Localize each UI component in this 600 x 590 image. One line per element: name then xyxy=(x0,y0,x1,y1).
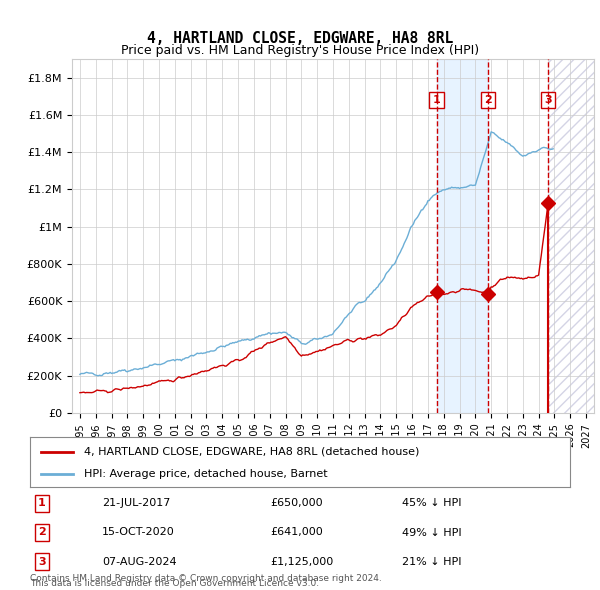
Bar xyxy=(437,59,488,413)
Text: Contains HM Land Registry data © Crown copyright and database right 2024.: Contains HM Land Registry data © Crown c… xyxy=(30,574,382,583)
Text: 21-JUL-2017: 21-JUL-2017 xyxy=(102,498,170,508)
Text: 3: 3 xyxy=(38,557,46,567)
Text: 21% ↓ HPI: 21% ↓ HPI xyxy=(402,557,461,567)
Text: £1,125,000: £1,125,000 xyxy=(270,557,333,567)
Text: 4, HARTLAND CLOSE, EDGWARE, HA8 8RL: 4, HARTLAND CLOSE, EDGWARE, HA8 8RL xyxy=(147,31,453,46)
Text: 07-AUG-2024: 07-AUG-2024 xyxy=(102,557,176,567)
Text: 1: 1 xyxy=(38,498,46,508)
Text: 2: 2 xyxy=(484,95,492,105)
Bar xyxy=(548,59,594,413)
Text: 1: 1 xyxy=(433,95,440,105)
Text: 2: 2 xyxy=(38,527,46,537)
Text: This data is licensed under the Open Government Licence v3.0.: This data is licensed under the Open Gov… xyxy=(30,579,319,588)
Text: 45% ↓ HPI: 45% ↓ HPI xyxy=(402,498,461,508)
Text: 4, HARTLAND CLOSE, EDGWARE, HA8 8RL (detached house): 4, HARTLAND CLOSE, EDGWARE, HA8 8RL (det… xyxy=(84,447,419,457)
Text: 49% ↓ HPI: 49% ↓ HPI xyxy=(402,527,461,537)
Text: 15-OCT-2020: 15-OCT-2020 xyxy=(102,527,175,537)
Text: £650,000: £650,000 xyxy=(270,498,323,508)
Text: Price paid vs. HM Land Registry's House Price Index (HPI): Price paid vs. HM Land Registry's House … xyxy=(121,44,479,57)
Text: HPI: Average price, detached house, Barnet: HPI: Average price, detached house, Barn… xyxy=(84,469,328,479)
Text: £641,000: £641,000 xyxy=(270,527,323,537)
Text: 3: 3 xyxy=(544,95,552,105)
